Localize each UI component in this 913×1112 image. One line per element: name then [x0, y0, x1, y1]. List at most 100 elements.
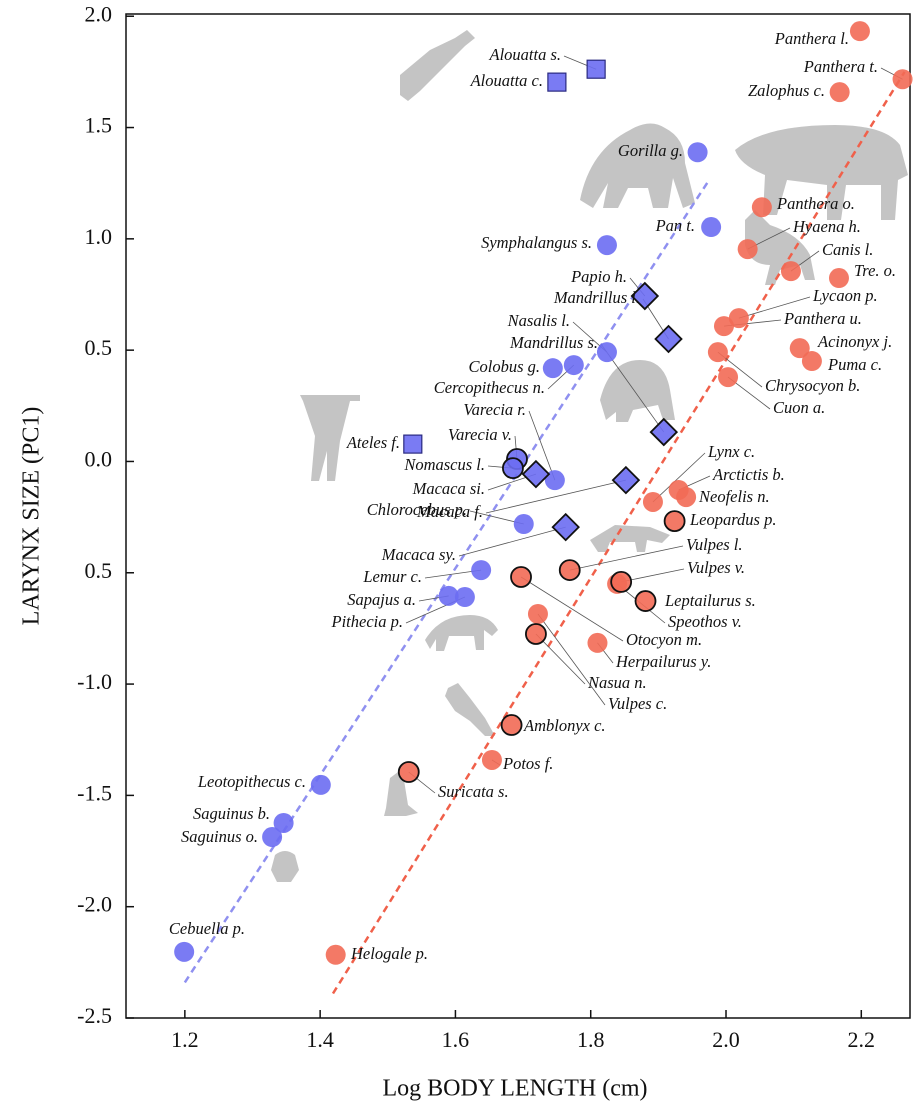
- point: [802, 351, 822, 371]
- point-label: Panthera u.: [783, 309, 862, 328]
- point-label: Cuon a.: [773, 398, 825, 417]
- point-square: [404, 435, 422, 453]
- y-tick-label: 1.0: [85, 224, 113, 249]
- point-label: Vulpes c.: [608, 694, 667, 713]
- point-label: Mandrillus s.: [509, 333, 598, 352]
- x-axis-title: Log BODY LENGTH (cm): [382, 1076, 647, 1102]
- x-tick-label: 2.2: [848, 1027, 876, 1052]
- point: [503, 458, 523, 478]
- gorilla-silhouette: [580, 123, 695, 208]
- point: [850, 21, 870, 41]
- y-tick-label: 0.5: [85, 558, 113, 583]
- point-label: Panthera l.: [774, 29, 849, 48]
- point-label: Nasua n.: [587, 673, 647, 692]
- macaque-silhouette: [425, 615, 498, 651]
- y-tick-label: -1.5: [77, 780, 112, 805]
- y-tick-label: -1.0: [77, 669, 112, 694]
- point-label: Pan t.: [655, 216, 695, 235]
- point-label: Speothos v.: [668, 612, 742, 631]
- point: [564, 355, 584, 375]
- otter-silhouette: [445, 683, 495, 736]
- point-label: Mandrillus l.: [553, 288, 640, 307]
- point: [514, 514, 534, 534]
- y-tick-label: 0.0: [85, 447, 113, 472]
- point: [830, 82, 850, 102]
- point-label: Canis l.: [822, 240, 873, 259]
- point-label: Ateles f.: [346, 433, 400, 452]
- point-label: Varecia v.: [448, 425, 512, 444]
- point-label: Colobus g.: [468, 357, 540, 376]
- point: [893, 69, 913, 89]
- point-label: Macaca f.: [416, 502, 483, 521]
- y-tick-label: -2.5: [77, 1003, 112, 1028]
- point-diamond: [651, 419, 677, 445]
- point: [676, 487, 696, 507]
- leader-line: [570, 546, 683, 570]
- point-label: Saguinus o.: [181, 827, 258, 846]
- point-label: Gorilla g.: [618, 141, 683, 160]
- point: [471, 560, 491, 580]
- point: [174, 942, 194, 962]
- point-label: Potos f.: [502, 754, 553, 773]
- x-tick-label: 1.4: [306, 1027, 334, 1052]
- point-label: Helogale p.: [350, 944, 428, 963]
- point-square: [587, 60, 605, 78]
- point-label: Amblonyx c.: [523, 716, 606, 735]
- point: [311, 775, 331, 795]
- silhouettes: [271, 30, 908, 882]
- x-tick-label: 1.2: [171, 1027, 199, 1052]
- point: [597, 235, 617, 255]
- point-label: Lemur c.: [362, 567, 422, 586]
- y-tick-label: 1.5: [85, 113, 113, 138]
- x-tick-label: 1.8: [577, 1027, 605, 1052]
- monkey-silhouette: [400, 30, 475, 101]
- point-label: Saguinus b.: [193, 804, 270, 823]
- y-axis-title: LARYNX SIZE (PC1): [19, 407, 45, 626]
- point-diamond: [613, 467, 639, 493]
- leader-line: [459, 527, 566, 556]
- point-label: Tre. o.: [854, 261, 896, 280]
- point-label: Panthera t.: [803, 57, 878, 76]
- point-square: [548, 73, 566, 91]
- fox-silhouette: [590, 525, 670, 552]
- point-label: Symphalangus s.: [481, 233, 592, 252]
- point: [738, 239, 758, 259]
- point: [526, 624, 546, 644]
- point-label: Cercopithecus n.: [434, 378, 545, 397]
- mandrill-silhouette: [600, 360, 675, 422]
- point-label: Macaca si.: [412, 479, 485, 498]
- point-label: Varecia r.: [463, 400, 526, 419]
- point: [688, 142, 708, 162]
- point-diamond: [656, 326, 682, 352]
- point: [587, 633, 607, 653]
- point-label: Hyaena h.: [792, 217, 861, 236]
- point-label: Otocyon m.: [626, 630, 702, 649]
- point-label: Papio h.: [570, 267, 627, 286]
- chart: Log BODY LENGTH (cm) LARYNX SIZE (PC1) 2…: [0, 0, 913, 1112]
- point-label: Pithecia p.: [331, 612, 403, 631]
- point: [455, 587, 475, 607]
- point: [597, 342, 617, 362]
- point-label: Arctictis b.: [712, 465, 785, 484]
- point-label: Lynx c.: [707, 442, 755, 461]
- point-label: Vulpes v.: [687, 558, 745, 577]
- point: [262, 827, 282, 847]
- point-label: Suricata s.: [438, 782, 509, 801]
- point-label: Alouatta c.: [470, 71, 543, 90]
- point: [752, 197, 772, 217]
- point: [611, 572, 631, 592]
- point: [502, 715, 522, 735]
- point-label: Zalophus c.: [748, 81, 825, 100]
- point-label: Lycaon p.: [812, 286, 878, 305]
- y-tick-label: 2.0: [85, 1, 113, 26]
- point: [636, 591, 656, 611]
- point-label: Sapajus a.: [347, 590, 416, 609]
- point: [560, 560, 580, 580]
- point: [528, 604, 548, 624]
- x-tick-label: 2.0: [712, 1027, 740, 1052]
- point: [511, 567, 531, 587]
- point-label: Acinonyx j.: [817, 332, 892, 351]
- point: [781, 261, 801, 281]
- point: [399, 762, 419, 782]
- point-diamond: [523, 461, 549, 487]
